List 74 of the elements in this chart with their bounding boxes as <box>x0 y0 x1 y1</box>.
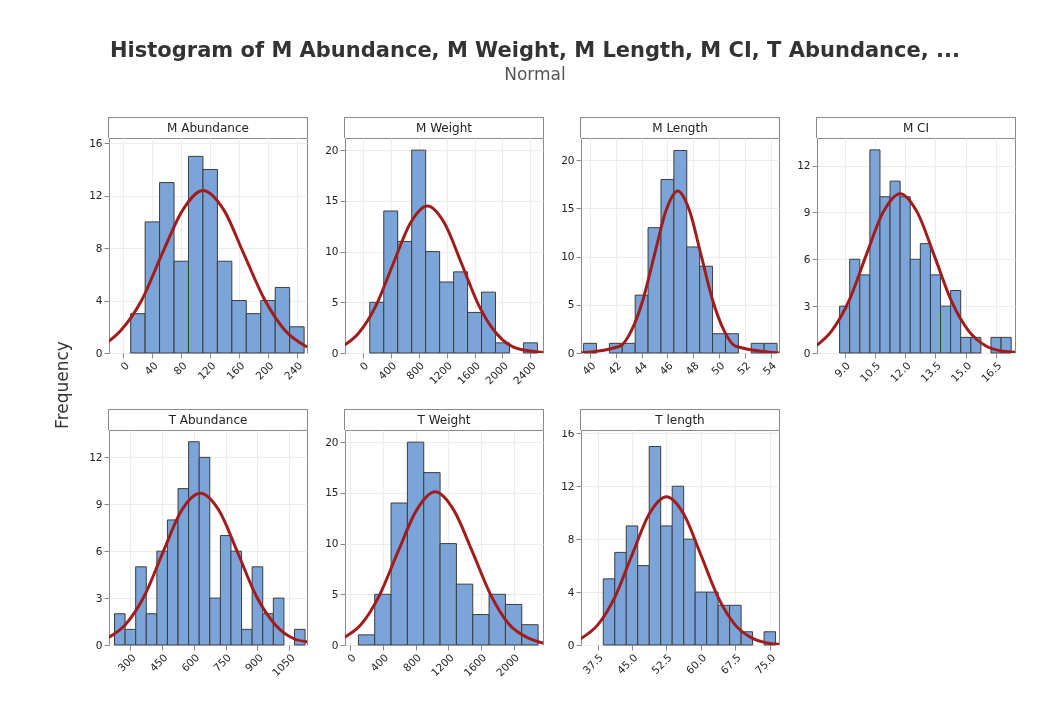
y-tick-label: 6 <box>95 544 103 557</box>
y-tick-label: 6 <box>803 252 811 265</box>
y-tick-label: 4 <box>567 585 575 598</box>
x-tick-label: 800 <box>403 359 427 382</box>
y-tick-label: 9 <box>95 497 103 510</box>
line-series <box>581 189 779 353</box>
y-tick-label: 10 <box>561 250 575 263</box>
y-tick-label: 9 <box>803 205 811 218</box>
chart-title: M Weight <box>344 117 544 138</box>
x-tick-label: 40 <box>141 359 160 378</box>
x-tick-label: 42 <box>605 359 624 378</box>
x-tick-label: 50 <box>708 359 727 378</box>
y-tick-label: 8 <box>567 532 575 545</box>
y-axis-title: Frequency <box>52 341 72 429</box>
chart-title: M Length <box>580 117 780 138</box>
line-series <box>345 204 543 353</box>
y-tick-label: 15 <box>325 486 339 499</box>
x-tick-label: 40 <box>579 359 598 378</box>
y-tick-label: 0 <box>567 638 575 651</box>
y-tick-label: 16 <box>561 426 575 439</box>
line-series <box>817 192 1015 353</box>
y-tick-label: 0 <box>95 638 103 651</box>
y-tick-label: 5 <box>567 298 575 311</box>
y-tick-label: 4 <box>95 294 103 307</box>
y-tick-label: 16 <box>89 136 103 149</box>
y-tick-label: 5 <box>331 295 339 308</box>
y-tick-label: 0 <box>331 346 339 359</box>
y-tick-label: 12 <box>561 479 575 492</box>
line-series <box>109 491 307 644</box>
y-tick-label: 0 <box>803 346 811 359</box>
x-tick-label: 160 <box>223 359 247 382</box>
x-tick-label: 400 <box>375 359 399 382</box>
x-tick-label: 52 <box>734 359 753 378</box>
x-tick-label: 800 <box>400 651 424 674</box>
x-tick-label: 600 <box>178 651 202 674</box>
y-tick-label: 20 <box>561 153 575 166</box>
x-tick-label: 9.0 <box>831 359 853 380</box>
x-tick-label: 400 <box>367 651 391 674</box>
x-tick-label: 44 <box>631 358 650 378</box>
chart-title: M Abundance <box>108 117 308 138</box>
x-tick-label: 0 <box>357 359 371 373</box>
text: Histogram of M Abundance, M Weight, M Length, M CI, T Abundance, ... <box>109 38 961 62</box>
chart-title: T length <box>580 409 780 430</box>
x-tick-label: 54 <box>760 358 779 378</box>
line-series <box>581 495 779 645</box>
chart-title: T Weight <box>344 409 544 430</box>
y-tick-label: 20 <box>325 435 339 448</box>
y-tick-label: 3 <box>95 591 103 604</box>
y-tick-label: 8 <box>95 241 103 254</box>
y-tick-label: 12 <box>797 159 811 171</box>
y-tick-label: 10 <box>325 537 339 550</box>
y-tick-label: 5 <box>331 587 339 600</box>
y-tick-label: 3 <box>803 299 811 312</box>
y-tick-label: 12 <box>89 450 103 463</box>
x-tick-label: 450 <box>147 651 170 674</box>
x-tick-label: 80 <box>170 359 189 378</box>
x-tick-label: 120 <box>195 359 218 382</box>
y-tick-label: 12 <box>89 189 103 202</box>
y-tick-label: 0 <box>95 346 103 359</box>
x-tick-label: 48 <box>682 359 701 378</box>
y-tick-label: 10 <box>325 245 339 258</box>
x-tick-label: 0 <box>117 359 132 373</box>
x-tick-label: 0 <box>344 651 358 665</box>
y-tick-label: 15 <box>561 201 575 214</box>
line-series <box>345 490 543 645</box>
chart-title: M CI <box>816 117 1016 138</box>
x-tick-label: 750 <box>210 651 234 674</box>
y-tick-label: 15 <box>325 194 339 207</box>
x-tick-label: 46 <box>657 358 676 378</box>
chart-title: T Abundance <box>108 409 308 430</box>
y-tick-label: 0 <box>567 346 575 359</box>
y-tick-label: 0 <box>331 638 339 651</box>
text: Normal <box>503 64 567 84</box>
y-tick-label: 20 <box>325 143 339 156</box>
